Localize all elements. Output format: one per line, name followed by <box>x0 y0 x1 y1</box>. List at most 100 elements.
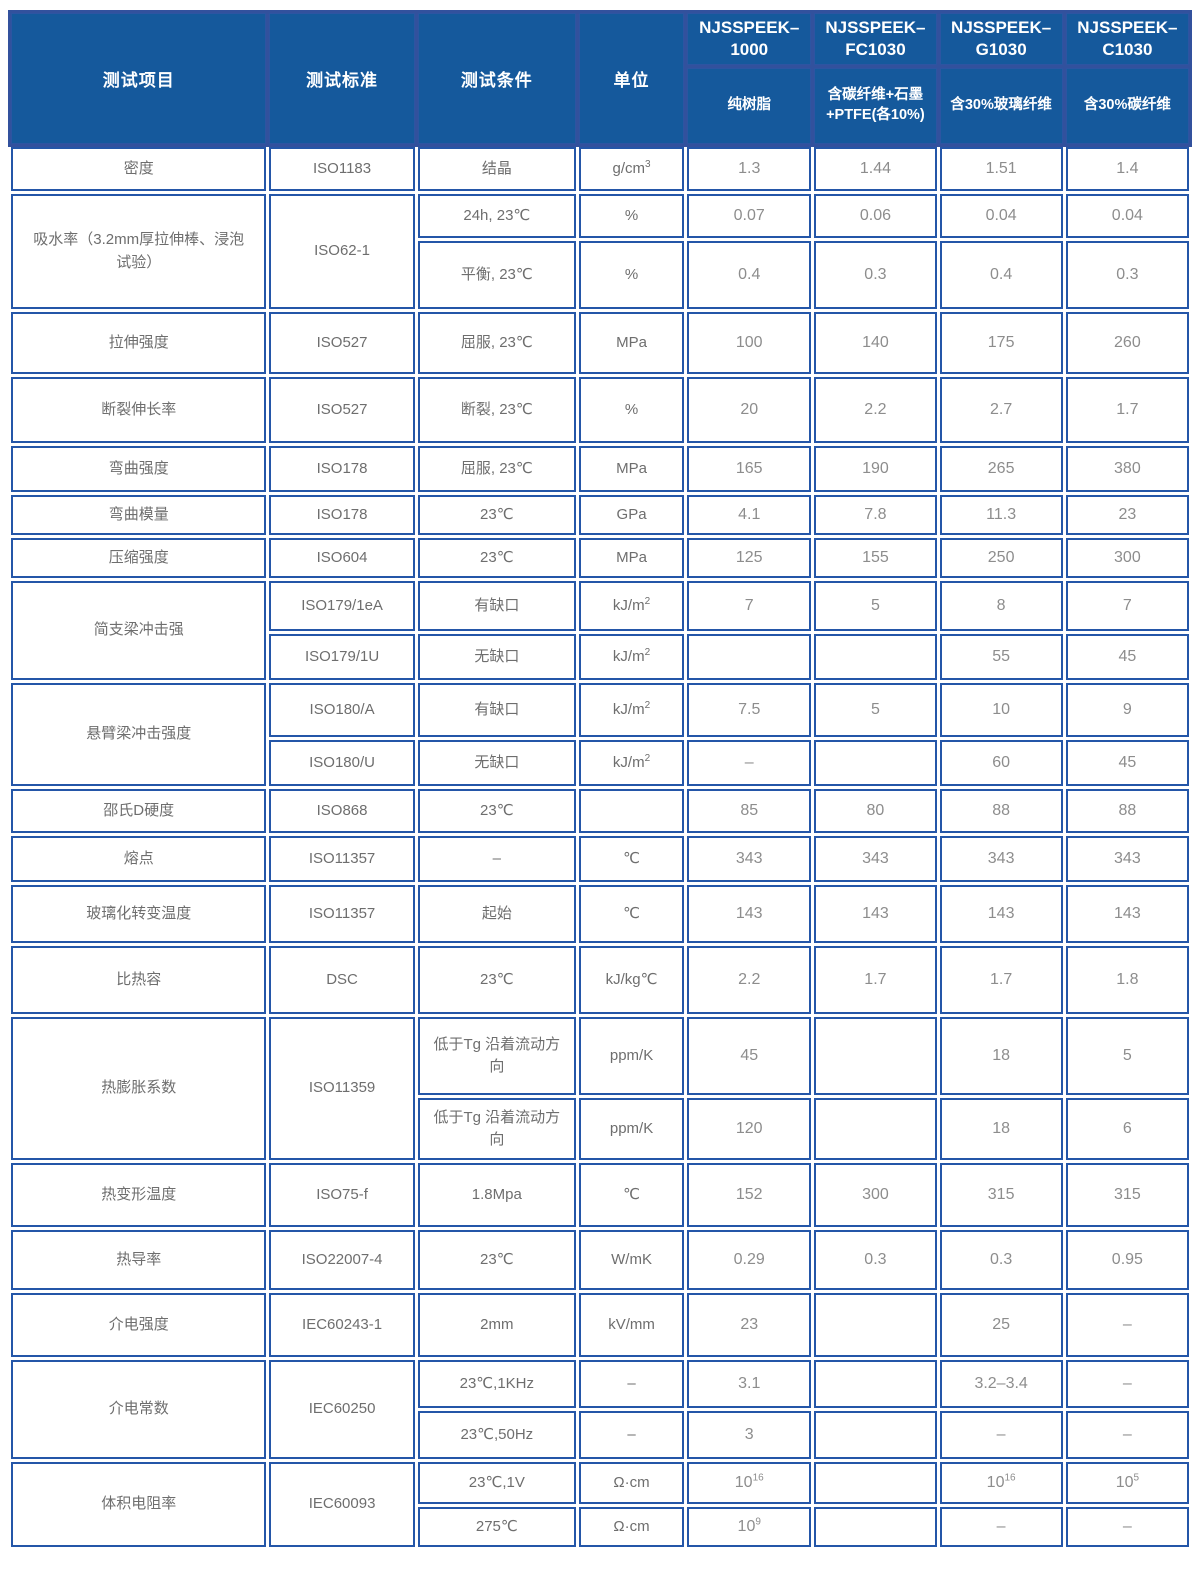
value-cell-njsspeek-fc1030: 143 <box>814 885 937 943</box>
value-cell-njsspeek-c1030: 0.04 <box>1065 194 1189 238</box>
unit-cell: % <box>578 241 685 309</box>
value-cell-njsspeek-c1030: 0.95 <box>1065 1230 1189 1290</box>
column-header-model-1000: NJSSPEEK– 1000 <box>687 13 812 65</box>
value-cell-njsspeek-c1030: 0.3 <box>1065 241 1189 309</box>
value-cell-njsspeek-1000: 143 <box>687 885 812 943</box>
table-row: 23℃,50Hz –3– – <box>11 1411 1189 1459</box>
table-row: 介电强度 IEC60243-1 2mm kV/mm 23 25– <box>11 1293 1189 1357</box>
value-cell-njsspeek-1000: 152 <box>687 1163 812 1227</box>
value-cell-njsspeek-c1030: – <box>1065 1411 1189 1459</box>
condition-cell: 有缺口 <box>417 683 576 737</box>
value-cell-njsspeek-c1030: – <box>1065 1293 1189 1357</box>
unit-cell: kJ/m2 <box>578 683 685 737</box>
test-item-cell: 吸水率（3.2mm厚拉伸棒、浸泡试验） <box>11 194 267 309</box>
value-cell-njsspeek-g1030: 60 <box>939 740 1063 786</box>
unit-cell: Ω·cm <box>578 1507 685 1547</box>
standard-cell: IEC60243-1 <box>269 1293 415 1357</box>
value-cell-njsspeek-fc1030 <box>814 1098 937 1160</box>
unit-cell: kJ/kg℃ <box>578 946 685 1014</box>
value-cell-njsspeek-fc1030 <box>814 1360 937 1408</box>
table-row: 平衡, 23℃% 0.4 0.3 0.4 0.3 <box>11 241 1189 309</box>
condition-cell: 无缺口 <box>417 740 576 786</box>
standard-cell: ISO604 <box>269 538 415 578</box>
value-cell-njsspeek-fc1030 <box>814 740 937 786</box>
table-row: 弯曲强度 ISO178 屈服, 23℃ MPa 165 190 265 380 <box>11 446 1189 492</box>
condition-cell: 23℃ <box>417 538 576 578</box>
value-cell-njsspeek-fc1030: 7.8 <box>814 495 937 535</box>
standard-cell: ISO178 <box>269 446 415 492</box>
value-cell-njsspeek-c1030: 5 <box>1065 1017 1189 1095</box>
unit-cell: ℃ <box>578 1163 685 1227</box>
value-cell-njsspeek-fc1030: 300 <box>814 1163 937 1227</box>
value-cell-njsspeek-1000: 0.4 <box>687 241 812 309</box>
test-item-cell: 热导率 <box>11 1230 267 1290</box>
column-header-standard: 测试标准 <box>269 13 415 144</box>
condition-cell: 23℃ <box>417 495 576 535</box>
value-cell-njsspeek-fc1030: 343 <box>814 836 937 882</box>
value-cell-njsspeek-fc1030 <box>814 1462 937 1504</box>
test-item-cell: 拉伸强度 <box>11 312 267 374</box>
standard-cell: ISO22007-4 <box>269 1230 415 1290</box>
test-item-cell: 玻璃化转变温度 <box>11 885 267 943</box>
unit-cell: MPa <box>578 538 685 578</box>
value-cell-njsspeek-fc1030: 0.06 <box>814 194 937 238</box>
condition-cell: 23℃ <box>417 789 576 833</box>
value-cell-njsspeek-c1030: 45 <box>1065 634 1189 680</box>
header-row-models: 测试项目 测试标准 测试条件 单位 NJSSPEEK– 1000 NJSSPEE… <box>11 13 1189 144</box>
value-cell-njsspeek-1000: 3 <box>687 1411 812 1459</box>
value-cell-njsspeek-1000: 23 <box>687 1293 812 1357</box>
value-cell-njsspeek-fc1030: 80 <box>814 789 937 833</box>
standard-cell: IEC60250 <box>269 1360 415 1459</box>
test-item-cell: 悬臂梁冲击强度 <box>11 683 267 786</box>
condition-cell: – <box>417 836 576 882</box>
value-cell-njsspeek-1000: 343 <box>687 836 812 882</box>
value-cell-njsspeek-g1030: 250 <box>939 538 1063 578</box>
unit-cell <box>578 789 685 833</box>
value-cell-njsspeek-g1030: 1016 <box>939 1462 1063 1504</box>
unit-cell: ℃ <box>578 885 685 943</box>
unit-cell: kJ/m2 <box>578 740 685 786</box>
value-cell-njsspeek-g1030: 8 <box>939 581 1063 631</box>
table-row: ISO180/U 无缺口 kJ/m2– 60 45 <box>11 740 1189 786</box>
value-cell-njsspeek-g1030: 11.3 <box>939 495 1063 535</box>
table-row: 悬臂梁冲击强度 ISO180/A 有缺口 kJ/m2 7.5 5 10 9 <box>11 683 1189 786</box>
value-cell-njsspeek-c1030: 380 <box>1065 446 1189 492</box>
unit-cell: kJ/m2 <box>578 581 685 631</box>
value-cell-njsspeek-g1030: 1.51 <box>939 147 1063 191</box>
condition-cell: 1.8Mpa <box>417 1163 576 1227</box>
table-row: 玻璃化转变温度 ISO11357 起始 ℃ 143 143 143 143 <box>11 885 1189 943</box>
table-row: 热膨胀系数 ISO11359 低于Tg 沿着流动方向 ppm/K 45 18 5 <box>11 1017 1189 1160</box>
unit-cell: ℃ <box>578 836 685 882</box>
table-row: 275℃ Ω·cm 109 – – <box>11 1507 1189 1547</box>
value-cell-njsspeek-fc1030: 0.3 <box>814 1230 937 1290</box>
table-row: 压缩强度 ISO604 23℃ MPa 125 155 250 300 <box>11 538 1189 578</box>
unit-cell: ppm/K <box>578 1098 685 1160</box>
condition-cell: 23℃ <box>417 1230 576 1290</box>
value-cell-njsspeek-c1030: 300 <box>1065 538 1189 578</box>
condition-cell: 275℃ <box>417 1507 576 1547</box>
value-cell-njsspeek-c1030: 105 <box>1065 1462 1189 1504</box>
unit-cell: % <box>578 194 685 238</box>
value-cell-njsspeek-1000: 4.1 <box>687 495 812 535</box>
standard-cell: ISO179/1U <box>269 634 415 680</box>
condition-cell: 2mm <box>417 1293 576 1357</box>
value-cell-njsspeek-g1030: 2.7 <box>939 377 1063 443</box>
value-cell-njsspeek-1000: 85 <box>687 789 812 833</box>
value-cell-njsspeek-c1030: 9 <box>1065 683 1189 737</box>
value-cell-njsspeek-fc1030 <box>814 1507 937 1547</box>
value-cell-njsspeek-fc1030: 5 <box>814 683 937 737</box>
test-item-cell: 熔点 <box>11 836 267 882</box>
value-cell-njsspeek-1000: 0.07 <box>687 194 812 238</box>
table-row: 热变形温度 ISO75-f 1.8Mpa ℃ 152 300 315 315 <box>11 1163 1189 1227</box>
value-cell-njsspeek-g1030: 25 <box>939 1293 1063 1357</box>
test-item-cell: 压缩强度 <box>11 538 267 578</box>
value-cell-njsspeek-g1030: 55 <box>939 634 1063 680</box>
condition-cell: 低于Tg 沿着流动方向 <box>417 1098 576 1160</box>
table-header: 测试项目 测试标准 测试条件 单位 NJSSPEEK– 1000 NJSSPEE… <box>11 13 1189 144</box>
unit-cell: % <box>578 377 685 443</box>
value-cell-njsspeek-c1030: 1.4 <box>1065 147 1189 191</box>
value-cell-njsspeek-g1030: – <box>939 1411 1063 1459</box>
value-cell-njsspeek-fc1030 <box>814 1293 937 1357</box>
value-cell-njsspeek-1000: 165 <box>687 446 812 492</box>
test-item-cell: 介电常数 <box>11 1360 267 1459</box>
